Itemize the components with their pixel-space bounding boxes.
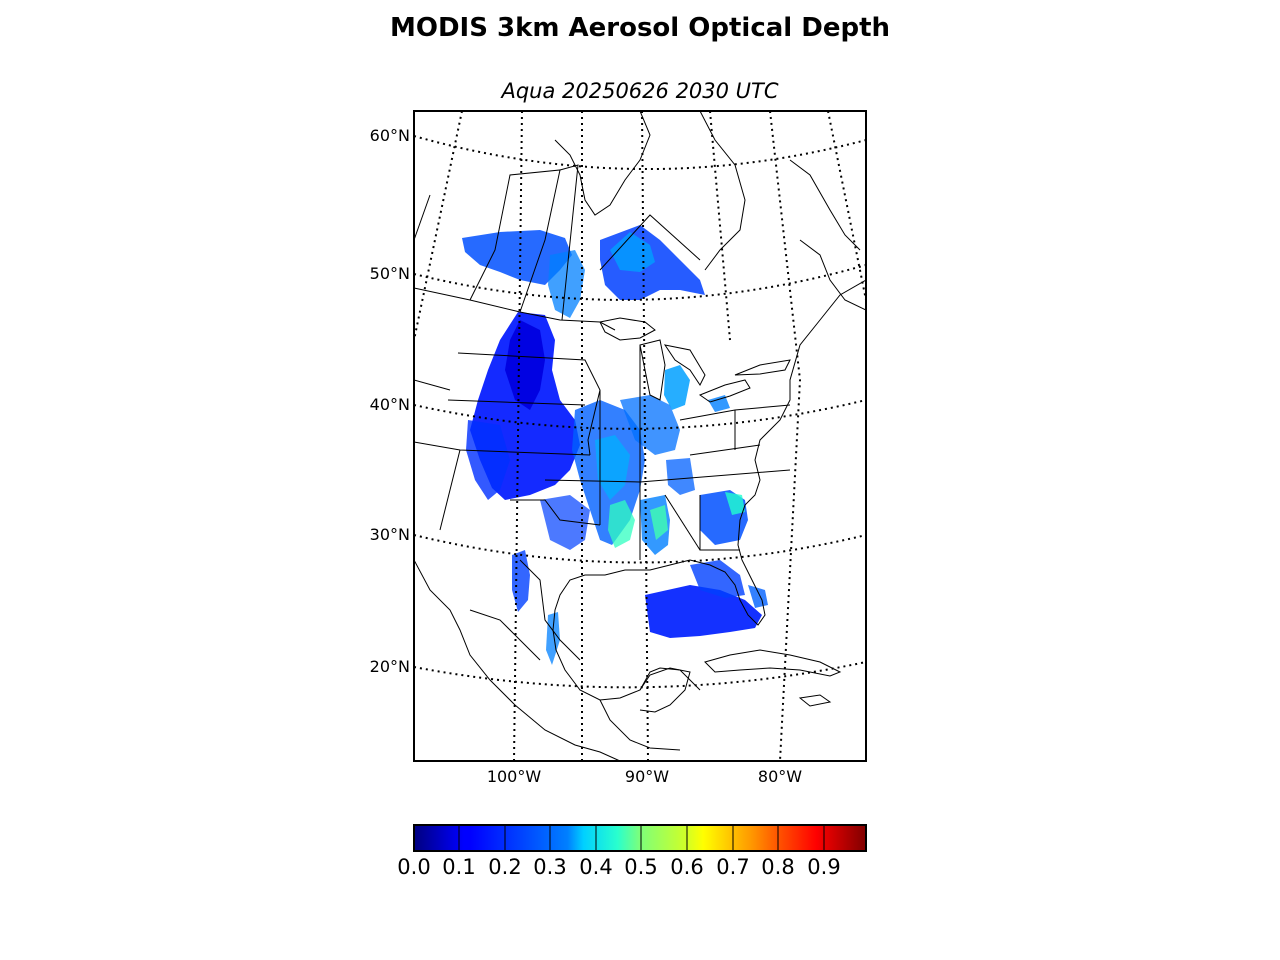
figure-subtitle: Aqua 20250626 2030 UTC: [501, 79, 779, 103]
colorbar-tick-label: 0.8: [761, 855, 795, 879]
lat-label-50n: 50°N: [369, 264, 410, 283]
lat-label-20n: 20°N: [369, 657, 410, 676]
colorbar-tick-label: 0.3: [533, 855, 567, 879]
map-panel: [414, 111, 866, 761]
colorbar-tick-label: 0.0: [397, 855, 431, 879]
colorbar-tick-label: 0.2: [488, 855, 522, 879]
lat-label-40n: 40°N: [369, 395, 410, 414]
graticule: [414, 111, 866, 761]
colorbar: [413, 824, 867, 852]
colorbar-tick-label: 0.1: [442, 855, 476, 879]
lon-label-80w: 80°W: [757, 767, 803, 786]
figure-title: MODIS 3km Aerosol Optical Depth: [389, 13, 891, 43]
map-frame: [413, 110, 867, 762]
lon-label-90w: 90°W: [624, 767, 670, 786]
lon-label-100w: 100°W: [486, 767, 542, 786]
aod-swaths: [462, 225, 768, 665]
lat-label-30n: 30°N: [369, 525, 410, 544]
lat-label-60n: 60°N: [369, 126, 410, 145]
colorbar-frame: [413, 824, 867, 852]
colorbar-tick-label: 0.9: [807, 855, 841, 879]
colorbar-tick-label: 0.5: [624, 855, 658, 879]
colorbar-tick-label: 0.7: [716, 855, 750, 879]
coastlines-and-borders: [414, 111, 866, 761]
colorbar-tick-label: 0.4: [579, 855, 613, 879]
colorbar-tick-label: 0.6: [670, 855, 704, 879]
colorbar-gradient: [414, 825, 866, 851]
